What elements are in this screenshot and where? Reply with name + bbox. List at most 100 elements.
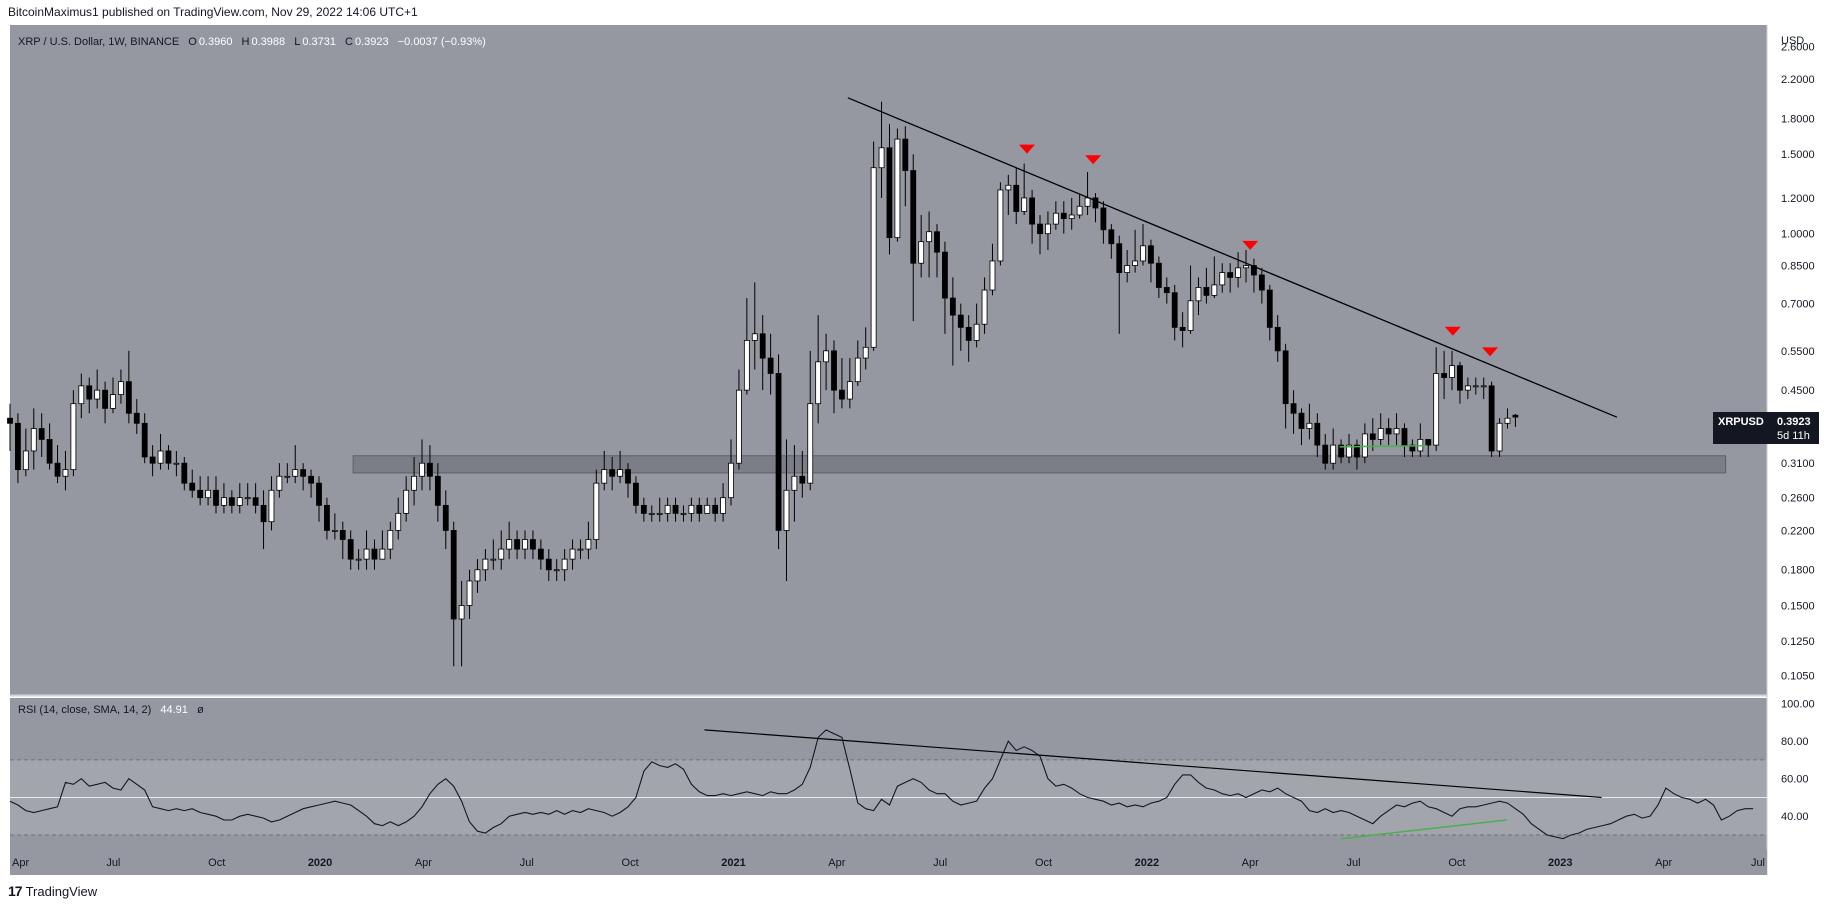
candle-body — [46, 439, 53, 464]
price-tag[interactable]: XRPUSD 0.3923 5d 11h — [1713, 412, 1819, 444]
candle-body — [648, 512, 655, 515]
resistance-trendline[interactable] — [847, 97, 1618, 418]
candle-body — [839, 389, 845, 400]
price-tick-label: 0.4500 — [1781, 385, 1815, 397]
candle-body — [1100, 207, 1107, 231]
candle-body — [664, 504, 671, 514]
publisher-header: BitcoinMaximus1 published on TradingView… — [8, 5, 418, 19]
candle-body — [221, 497, 227, 506]
candle-body — [268, 489, 275, 523]
candle-body — [625, 469, 631, 484]
candle-body — [7, 417, 13, 424]
candle-body — [118, 381, 124, 395]
candle-body — [1179, 326, 1186, 331]
time-axis[interactable] — [10, 850, 1767, 875]
price-tick-label: 1.5000 — [1781, 149, 1815, 161]
candle-body — [640, 504, 647, 514]
price-tag-symbol: XRPUSD — [1718, 416, 1764, 428]
candle-body — [482, 558, 489, 571]
price-divergence-line — [1339, 444, 1427, 448]
candle-body — [411, 475, 417, 491]
candle-body — [728, 462, 734, 499]
time-tick-label: Oct — [622, 857, 639, 869]
candle-body — [997, 189, 1004, 262]
candle-body — [403, 489, 410, 514]
candle-body — [1504, 417, 1511, 424]
time-tick-label: 2021 — [721, 857, 745, 869]
candle-body — [1132, 260, 1138, 266]
candle-body — [1449, 365, 1455, 378]
time-tick-label: Jul — [106, 857, 120, 869]
candle-body — [617, 469, 623, 477]
candle-body — [1322, 444, 1329, 464]
price-tag-value: 0.3923 — [1777, 416, 1811, 428]
candle-body — [553, 569, 560, 572]
time-tick-label: Apr — [1655, 857, 1672, 869]
candle-body — [1441, 373, 1447, 378]
price-tick-label: 0.7000 — [1781, 299, 1815, 311]
price-tick-label: 0.1800 — [1781, 565, 1815, 577]
candle-body — [1251, 265, 1257, 276]
candle-body — [751, 333, 758, 341]
candle-body — [276, 475, 283, 491]
candle-body — [102, 389, 108, 409]
candle-body — [601, 469, 608, 484]
candle-body — [1092, 197, 1099, 209]
candle-body — [688, 504, 695, 514]
time-tick-label: Oct — [1448, 857, 1465, 869]
candle-body — [324, 504, 330, 531]
candle-body — [1512, 414, 1519, 418]
candle-body — [1496, 422, 1503, 452]
candle-body — [1037, 223, 1043, 235]
candle-body — [1314, 422, 1321, 446]
candle-body — [846, 381, 853, 400]
candle-body — [910, 170, 917, 264]
candle-body — [316, 482, 322, 506]
publisher-name[interactable]: BitcoinMaximus1 — [8, 5, 99, 19]
candle-body — [1330, 444, 1337, 464]
candle-body — [767, 357, 774, 374]
price-tag-bg — [1713, 412, 1819, 444]
candle-body — [125, 381, 132, 414]
candle-body — [585, 539, 592, 550]
candle-body — [1021, 197, 1028, 212]
candle-body — [474, 569, 481, 582]
candle-body — [252, 497, 259, 506]
candle-body — [284, 475, 291, 478]
annotations-layer — [847, 97, 1618, 448]
candle-body — [1464, 385, 1471, 391]
rsi-trendline[interactable] — [704, 729, 1602, 799]
candle-body — [1282, 350, 1289, 405]
time-tick-label: 2023 — [1548, 857, 1572, 869]
time-tick-label: Jul — [520, 857, 534, 869]
candle-body — [165, 450, 172, 464]
candle-body — [1124, 265, 1131, 273]
candle-body — [1211, 284, 1218, 296]
candle-body — [815, 361, 822, 405]
candle-body — [78, 385, 85, 405]
price-tick-label: 0.1250 — [1781, 636, 1815, 648]
price-axis[interactable] — [1768, 25, 1834, 875]
candle-body — [1369, 433, 1376, 440]
time-tick-label: Jul — [1751, 857, 1765, 869]
candle-body — [593, 482, 600, 540]
footer-brand[interactable]: 17 TradingView — [8, 883, 97, 899]
candle-body — [1140, 245, 1146, 262]
price-tick-label: 2.2000 — [1781, 74, 1815, 86]
bearish-rejection-marker-icon — [1242, 240, 1259, 250]
candle-body — [1346, 444, 1352, 458]
candle-body — [807, 403, 814, 484]
candle-body — [213, 489, 219, 506]
price-tick-label: 1.0000 — [1781, 229, 1815, 241]
candle-body — [15, 422, 21, 471]
candle-body — [918, 241, 925, 264]
price-tick-label: 0.5500 — [1781, 346, 1815, 358]
price-tick-label: 0.1500 — [1781, 600, 1815, 612]
candle-body — [957, 314, 964, 328]
candle-body — [989, 260, 996, 291]
candle-body — [1298, 412, 1305, 429]
price-pane[interactable] — [10, 25, 1767, 695]
rsi-line — [9, 729, 1754, 840]
candle-body — [1029, 197, 1035, 225]
